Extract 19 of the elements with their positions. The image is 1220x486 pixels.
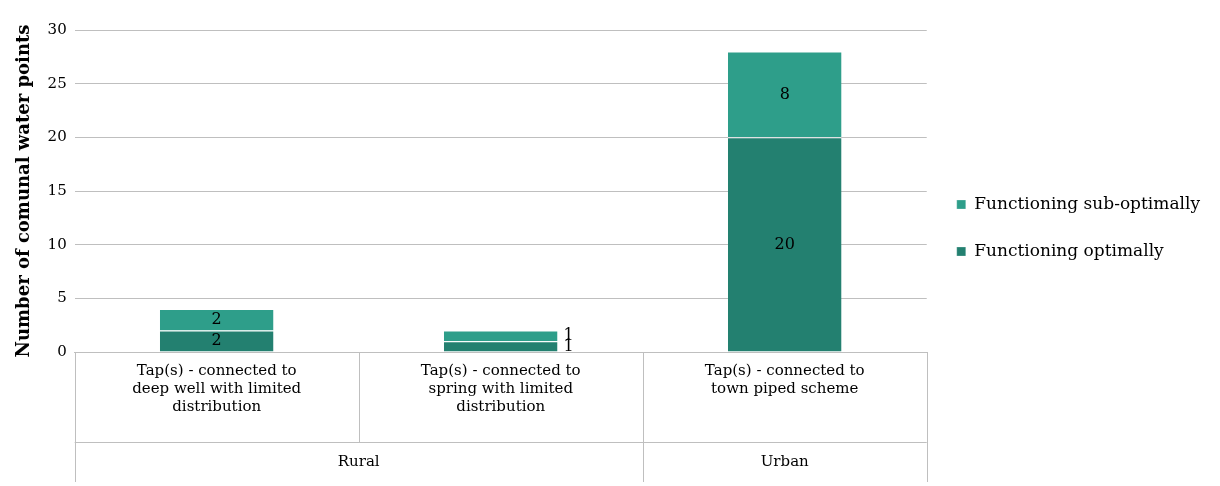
text: Rural [337,451,380,470]
data-label: 8 [779,83,790,103]
y-tick-label: 30 [47,19,67,38]
y-tick-label: 5 [57,288,67,307]
legend-label: Functioning optimally [974,239,1165,260]
data-label: 2 [211,308,222,328]
legend-label: Functioning sub-optimally [974,192,1201,213]
x-tick-label: Tap(s) - connected to deep well with limited distribution [132,360,302,415]
data-label: 2 [211,330,222,350]
y-tick-label: 10 [47,234,67,253]
y-tick-label: 25 [47,73,67,92]
x-tick-label: Tap(s) - connected to town piped scheme [704,360,865,397]
data-label: 20 [774,233,795,253]
x-tick-label: Tap(s) - connected to spring with limited distribution [420,360,581,415]
y-tick-label: 0 [57,341,67,360]
y-axis-title: Number of comunal water points [12,24,34,358]
y-tick-label: 20 [47,127,67,146]
text: Urban [760,451,810,470]
y-tick-label: 15 [47,180,67,199]
